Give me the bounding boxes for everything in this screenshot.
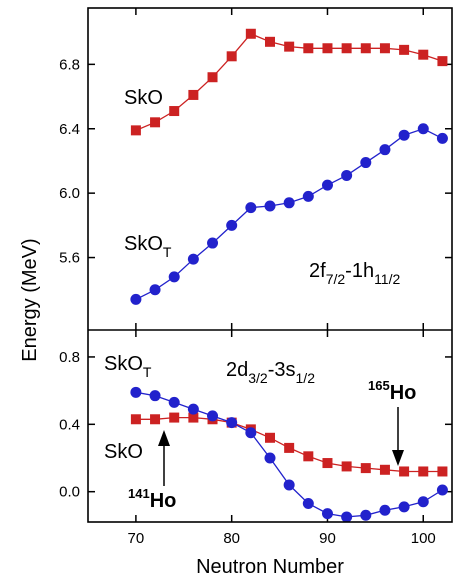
label-ho165: 165Ho [368, 378, 416, 404]
y-axis-label: Energy (MeV) [19, 238, 41, 361]
data-point-sko [226, 51, 237, 62]
data-point-sko [188, 412, 199, 423]
data-point-sko [437, 56, 448, 67]
label-sko-top: SkO [124, 87, 163, 109]
data-point-sko-t [207, 237, 219, 249]
data-point-sko-t [341, 511, 353, 523]
label-sko-bottom: SkO [104, 441, 143, 463]
label-ho141: 141Ho [128, 486, 176, 512]
plot-border [87, 7, 453, 523]
data-point-sko-t [245, 427, 257, 439]
y-tick-label: 0.8 [59, 349, 80, 366]
data-point-sko-t [360, 157, 372, 169]
data-point-sko-t [321, 179, 333, 191]
x-tick-label: 100 [411, 530, 436, 547]
data-point-sko [379, 464, 390, 475]
data-point-sko-t [283, 197, 295, 209]
data-point-sko-t [341, 169, 353, 181]
data-point-sko-t [283, 479, 295, 491]
data-point-sko [437, 466, 448, 477]
data-point-sko [245, 28, 256, 39]
data-point-sko [379, 43, 390, 54]
data-point-sko [207, 72, 218, 83]
data-point-sko-t [226, 219, 238, 231]
data-point-sko [360, 463, 371, 474]
data-point-sko-t [130, 386, 142, 398]
data-point-sko-t [417, 496, 429, 508]
data-point-sko [188, 89, 199, 100]
data-point-sko-t [360, 509, 372, 521]
data-point-sko [322, 458, 333, 469]
plot-frame [87, 7, 453, 523]
y-tick-label: 5.6 [59, 250, 80, 267]
data-point-sko-t [207, 410, 219, 422]
data-point-sko-t [436, 484, 448, 496]
data-point-sko [418, 466, 429, 477]
x-tick-label: 70 [128, 530, 145, 547]
data-point-sko-t [187, 403, 199, 415]
data-point-sko-t [321, 508, 333, 520]
x-tick-label: 80 [223, 530, 240, 547]
data-point-sko [303, 451, 314, 462]
y-tick-label: 6.0 [59, 185, 80, 202]
data-point-sko [360, 43, 371, 54]
data-point-sko-t [245, 202, 257, 214]
data-point-sko-t [149, 284, 161, 296]
y-tick-label: 6.4 [59, 121, 80, 138]
data-point-sko [322, 43, 333, 54]
data-point-sko [169, 106, 180, 117]
arrow-ho141 [158, 430, 170, 486]
data-point-sko-t [130, 293, 142, 305]
data-point-sko-t [302, 190, 314, 202]
data-point-sko-t [226, 417, 238, 429]
data-point-sko-t [168, 271, 180, 283]
y-tick-label: 0.4 [59, 416, 80, 433]
data-point-sko-t [398, 129, 410, 141]
data-point-sko-t [398, 501, 410, 513]
y-tick-label: 0.0 [59, 484, 80, 501]
data-point-sko [130, 125, 141, 136]
x-axis-label: Neutron Number [196, 556, 344, 578]
data-point-sko-t [264, 452, 276, 464]
data-point-sko [150, 414, 161, 425]
bottom-panel: 0.0 0.4 0.8 70 80 90 100 [59, 330, 452, 547]
x-tick-label: 90 [319, 530, 336, 547]
data-point-sko [341, 43, 352, 54]
data-point-sko [341, 461, 352, 472]
data-point-sko [265, 36, 275, 47]
data-point-sko-t [417, 123, 429, 135]
data-point-sko [284, 41, 295, 52]
data-point-sko-t [187, 253, 199, 265]
y-tick-label: 6.8 [59, 56, 80, 73]
data-point-sko-t [302, 497, 314, 509]
arrow-ho165 [392, 407, 404, 466]
data-point-sko [130, 414, 141, 425]
label-skot-bottom: SkOT [104, 353, 152, 380]
label-skot-top: SkOT [124, 233, 172, 260]
data-point-sko-t [149, 390, 161, 402]
data-point-sko [265, 432, 275, 443]
data-point-sko [150, 117, 161, 128]
data-point-sko [418, 49, 429, 60]
data-point-sko [399, 44, 410, 55]
data-point-sko-t [168, 396, 180, 408]
label-orbital-bottom: 2d3/2-3s1/2 [226, 359, 315, 386]
top-panel: 5.6 6.0 6.4 6.8 [59, 8, 452, 330]
data-point-sko [169, 412, 180, 423]
data-point-sko-t [379, 504, 391, 516]
data-point-sko-t [379, 144, 391, 156]
data-point-sko-t [436, 132, 448, 144]
data-point-sko-t [264, 200, 276, 212]
data-point-sko [399, 466, 410, 477]
label-orbital-top: 2f7/2-1h11/2 [309, 260, 400, 287]
data-point-sko [284, 442, 295, 453]
data-point-sko [303, 43, 314, 54]
